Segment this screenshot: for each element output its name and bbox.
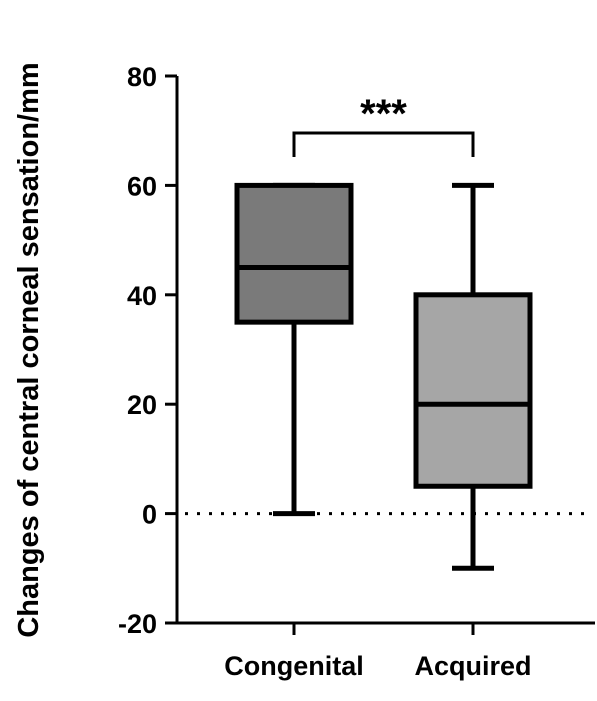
iqr-box: [413, 292, 533, 489]
y-tick-label: -20: [118, 609, 157, 639]
y-tick-label: 0: [142, 500, 157, 530]
significance-label: ***: [360, 92, 407, 136]
iqr-box: [234, 182, 354, 325]
x-tick-label: Acquired: [414, 651, 531, 681]
bracket-line: [292, 131, 475, 157]
significance-bracket: ***: [292, 92, 475, 157]
boxes: [234, 182, 533, 571]
y-tick-label: 20: [127, 390, 157, 420]
y-tick-label: 60: [127, 171, 157, 201]
y-tick-label: 40: [127, 281, 157, 311]
y-axis-label: Changes of central corneal sensation/mm: [13, 62, 45, 637]
box-congenital: [234, 182, 354, 517]
box-acquired: [413, 182, 533, 571]
y-tick-label: 80: [127, 62, 157, 92]
axes: -20 0 20 40 60 80 Congenital Acquired: [118, 62, 595, 681]
x-tick-label: Congenital: [224, 651, 364, 681]
